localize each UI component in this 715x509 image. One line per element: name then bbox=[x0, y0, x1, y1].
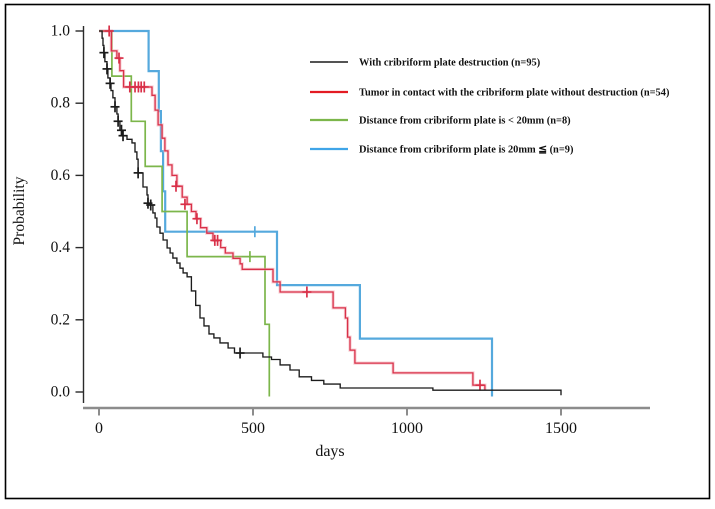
legend: With cribriform plate destruction (n=95)… bbox=[310, 58, 669, 156]
x-axis-title: days bbox=[315, 443, 344, 460]
y-tick-label: 1.0 bbox=[51, 23, 71, 40]
x-tick-label: 500 bbox=[241, 420, 265, 437]
legend-item-1: Tumor in contact with the cribriform pla… bbox=[310, 88, 669, 99]
survival-curve bbox=[99, 29, 494, 397]
y-tick-label: 0.6 bbox=[51, 167, 71, 184]
series-2 bbox=[99, 25, 487, 391]
series-3 bbox=[99, 30, 562, 396]
series-1 bbox=[99, 30, 271, 397]
x-tick-label: 0 bbox=[95, 420, 103, 437]
legend-label: Distance from cribriform plate is < 20mm… bbox=[359, 116, 571, 127]
y-axis-title: Probability bbox=[11, 176, 28, 245]
legend-label: Distance from cribriform plate is 20mm ≦… bbox=[359, 145, 573, 156]
y-tick-label: 0.0 bbox=[51, 384, 71, 401]
survival-curve bbox=[99, 30, 271, 397]
legend-item-2: Distance from cribriform plate is < 20mm… bbox=[310, 116, 571, 127]
survival-curve bbox=[99, 30, 562, 396]
x-tick-label: 1000 bbox=[391, 420, 423, 437]
x-tick-label: 1500 bbox=[545, 420, 577, 437]
y-tick-label: 0.2 bbox=[51, 311, 70, 328]
legend-label: Tumor in contact with the cribriform pla… bbox=[359, 88, 669, 99]
figure-border bbox=[4, 3, 711, 500]
legend-label: With cribriform plate destruction (n=95) bbox=[359, 58, 540, 69]
y-tick-label: 0.8 bbox=[51, 95, 71, 112]
y-tick-label: 0.4 bbox=[51, 239, 71, 256]
survival-curve bbox=[99, 30, 486, 391]
legend-item-3: Distance from cribriform plate is 20mm ≦… bbox=[310, 145, 573, 156]
legend-item-0: With cribriform plate destruction (n=95) bbox=[310, 58, 540, 69]
series-0 bbox=[99, 29, 494, 397]
